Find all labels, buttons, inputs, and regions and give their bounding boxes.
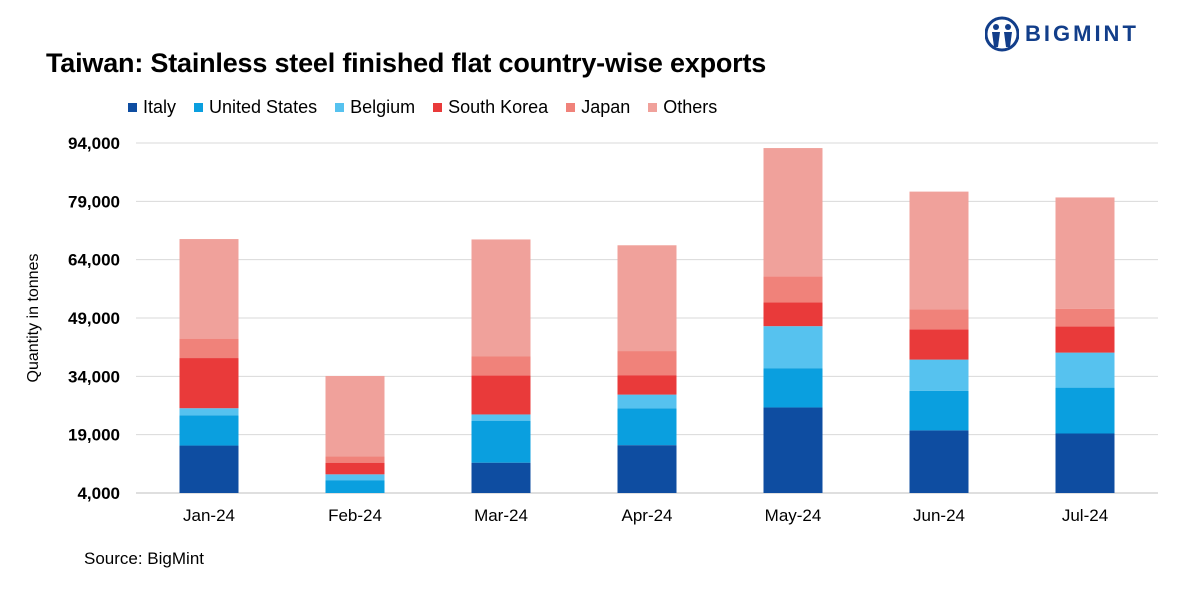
bigmint-logo-icon bbox=[985, 16, 1019, 52]
bar-segment-south-korea bbox=[1055, 326, 1115, 353]
bar-segment-belgium bbox=[471, 414, 531, 421]
bar-segment-united-states bbox=[763, 368, 823, 408]
bar-segment-others bbox=[179, 239, 239, 339]
bar-segment-south-korea bbox=[471, 375, 531, 415]
bar-segment-others bbox=[1055, 197, 1115, 309]
legend-label: United States bbox=[209, 97, 318, 117]
legend-swatch bbox=[335, 103, 345, 112]
y-tick-label: 64,000 bbox=[68, 251, 120, 270]
bar-segment-italy bbox=[617, 445, 677, 493]
legend-swatch bbox=[648, 103, 658, 112]
bar-segment-japan bbox=[909, 309, 969, 330]
x-tick-label: May-24 bbox=[765, 506, 822, 525]
bar-segment-belgium bbox=[763, 326, 823, 369]
bar-segment-others bbox=[325, 375, 385, 457]
bar-segment-belgium bbox=[325, 474, 385, 481]
bar-segment-south-korea bbox=[763, 302, 823, 327]
legend-swatch bbox=[128, 103, 137, 112]
y-tick-label: 79,000 bbox=[68, 192, 120, 211]
bar-segment-united-states bbox=[909, 390, 969, 431]
chart-legend: Italy United States Belgium South Korea Japa… bbox=[128, 97, 735, 118]
bar-segment-japan bbox=[325, 456, 385, 463]
bar-segment-italy bbox=[909, 430, 969, 493]
legend-item-japan: Japan bbox=[566, 97, 630, 118]
bar-segment-others bbox=[617, 245, 677, 352]
legend-swatch bbox=[433, 103, 443, 112]
legend-item-others: Others bbox=[648, 97, 717, 118]
bar-segment-others bbox=[471, 239, 531, 357]
y-tick-label: 4,000 bbox=[77, 484, 120, 503]
bar-segment-belgium bbox=[1055, 352, 1115, 388]
legend-item-italy: Italy bbox=[128, 97, 176, 118]
x-tick-label: Apr-24 bbox=[621, 506, 672, 525]
legend-item-south-korea: South Korea bbox=[433, 97, 548, 118]
y-tick-label: 34,000 bbox=[68, 367, 120, 386]
bar-segment-italy bbox=[471, 462, 531, 493]
bar-segment-south-korea bbox=[325, 462, 385, 475]
y-tick-label: 94,000 bbox=[68, 134, 120, 153]
x-tick-label: Feb-24 bbox=[328, 506, 382, 525]
legend-item-belgium: Belgium bbox=[335, 97, 415, 118]
bar-segment-belgium bbox=[617, 394, 677, 409]
bar-segment-italy bbox=[763, 407, 823, 493]
bar-segment-south-korea bbox=[179, 358, 239, 409]
x-tick-label: Jul-24 bbox=[1062, 506, 1108, 525]
bar-segment-japan bbox=[1055, 308, 1115, 327]
bar-segment-united-states bbox=[617, 408, 677, 446]
x-tick-label: Mar-24 bbox=[474, 506, 528, 525]
bar-segment-south-korea bbox=[617, 375, 677, 395]
legend-label: Japan bbox=[581, 97, 631, 117]
brand-name: BIGMINT bbox=[1025, 21, 1139, 46]
y-tick-label: 49,000 bbox=[68, 309, 120, 328]
source-note: Source: BigMint bbox=[84, 549, 204, 568]
chart-title: Taiwan: Stainless steel finished flat co… bbox=[46, 48, 767, 78]
brand-logo: BIGMINT bbox=[985, 14, 1139, 54]
x-tick-label: Jun-24 bbox=[913, 506, 965, 525]
legend-item-united-states: United States bbox=[194, 97, 317, 118]
bar-segment-united-states bbox=[179, 415, 239, 446]
x-tick-label: Jan-24 bbox=[183, 506, 235, 525]
bar-segment-united-states bbox=[325, 480, 385, 493]
bar-segment-united-states bbox=[1055, 387, 1115, 434]
bar-segment-japan bbox=[471, 356, 531, 376]
y-tick-label: 19,000 bbox=[68, 426, 120, 445]
bar-segment-italy bbox=[179, 445, 239, 493]
bar-segment-others bbox=[763, 148, 823, 277]
legend-label: Others bbox=[663, 97, 718, 117]
bar-segment-japan bbox=[617, 351, 677, 376]
bar-segment-japan bbox=[179, 338, 239, 359]
bar-segment-belgium bbox=[179, 408, 239, 416]
bar-segment-united-states bbox=[471, 420, 531, 463]
bar-segment-others bbox=[909, 191, 969, 310]
legend-label: Belgium bbox=[350, 97, 416, 117]
legend-label: South Korea bbox=[448, 97, 549, 117]
bar-segment-belgium bbox=[909, 359, 969, 391]
legend-swatch bbox=[566, 103, 576, 112]
legend-label: Italy bbox=[143, 97, 177, 117]
bar-segment-south-korea bbox=[909, 329, 969, 360]
legend-swatch bbox=[194, 103, 204, 112]
y-axis-label: Quantity in tonnes bbox=[25, 254, 42, 383]
bar-segment-italy bbox=[1055, 433, 1115, 493]
bar-segment-japan bbox=[763, 276, 823, 303]
